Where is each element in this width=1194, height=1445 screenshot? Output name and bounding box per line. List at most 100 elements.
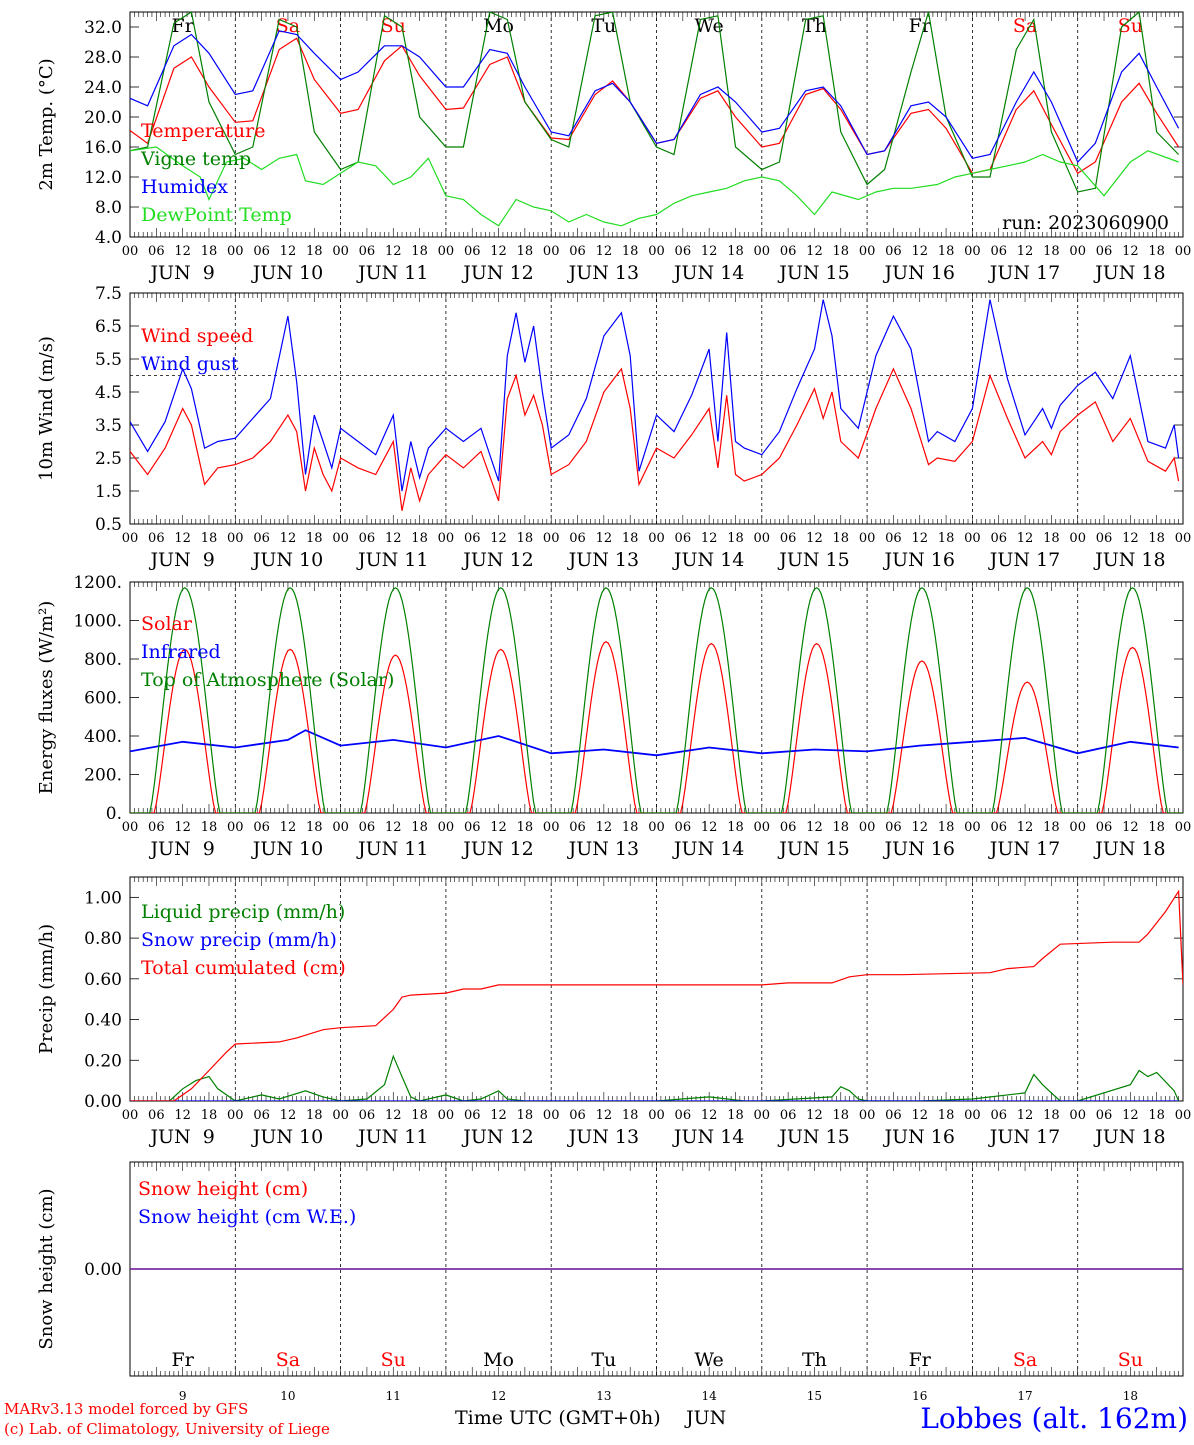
x-date-label: JUN 9: [148, 1126, 214, 1148]
x-hour-label: 06: [1096, 531, 1113, 546]
x-hour-label: 00: [543, 820, 560, 835]
x-hour-label: 00: [438, 244, 455, 259]
x-hour-label: 00: [122, 531, 139, 546]
x-hour-label: 12: [280, 1108, 297, 1123]
x-hour-label: 00: [1175, 820, 1192, 835]
x-hour-label: 12: [490, 820, 507, 835]
x-hour-label: 06: [569, 1108, 586, 1123]
x-date-label: JUN 14: [672, 1126, 744, 1148]
x-date-label: JUN 17: [988, 262, 1060, 284]
series-line-humidex: [130, 30, 1180, 164]
x-hour-label: 12: [806, 531, 823, 546]
x-hour-label: 18: [622, 244, 639, 259]
x-hour-label: 12: [1122, 820, 1139, 835]
y-tick-label: 1000.: [73, 612, 122, 632]
series-line-wind-speed: [130, 367, 1180, 511]
x-hour-label: 12: [806, 244, 823, 259]
weekday-label: Sa: [1013, 1349, 1037, 1371]
x-hour-label: 00: [122, 820, 139, 835]
legend-entry: Solar: [141, 613, 193, 635]
y-tick-label: 0.00: [84, 1260, 122, 1280]
x-hour-label: 06: [464, 820, 481, 835]
weekday-label: Su: [381, 1349, 406, 1371]
x-date-label: JUN 13: [567, 549, 639, 571]
x-hour-label: 00: [964, 531, 981, 546]
x-hour-label: 06: [1096, 1108, 1113, 1123]
x-hour-label: 12: [1122, 531, 1139, 546]
x-hour-label: 18: [517, 1108, 534, 1123]
x-hour-label: 18: [306, 1108, 323, 1123]
x-hour-label: 06: [990, 820, 1007, 835]
x-hour-label: 18: [306, 820, 323, 835]
y-tick-label: 4.5: [95, 383, 122, 403]
x-hour-label: 06: [569, 820, 586, 835]
x-hour-label: 00: [648, 244, 665, 259]
x-date-label: JUN 9: [148, 838, 214, 860]
series-line-infrared: [130, 729, 1179, 757]
x-hour-label: 12: [280, 244, 297, 259]
x-hour-label: 12: [174, 1108, 191, 1123]
x-hour-label: 06: [1096, 820, 1113, 835]
x-hour-label: 00: [648, 531, 665, 546]
x-hour-label: 18: [1148, 531, 1165, 546]
y-tick-label: 16.0: [84, 138, 122, 158]
weekday-label: Sa: [276, 15, 300, 37]
x-hour-label: 12: [1122, 1108, 1139, 1123]
y-tick-label: 0.5: [95, 515, 122, 535]
x-date-label: JUN 16: [883, 262, 955, 284]
y-tick-label: 5.5: [95, 350, 122, 370]
x-hour-label: 00: [122, 1108, 139, 1123]
x-hour-label: 06: [990, 531, 1007, 546]
x-hour-label: 18: [1043, 820, 1060, 835]
x-hour-label: 12: [490, 531, 507, 546]
x-hour-label: 18: [1043, 531, 1060, 546]
panel-2: 0.5 1.5 2.5 3.5 4.5 5.5 6.5 7.5 10m Wind (m/s) 00…: [36, 284, 1191, 571]
x-hour-label: 06: [464, 244, 481, 259]
time-axis-label: Time UTC (GMT+0h): [455, 1407, 661, 1429]
x-hour-label: 12: [1017, 1108, 1034, 1123]
x-hour-label: 18: [622, 1108, 639, 1123]
x-hour-label: 00: [859, 1108, 876, 1123]
x-date-label: JUN 11: [356, 262, 428, 284]
y-tick-label: 12.0: [84, 168, 122, 188]
x-hour-label: 18: [1043, 244, 1060, 259]
x-hour-label: 06: [464, 1108, 481, 1123]
x-hour-label: 00: [1069, 1108, 1086, 1123]
series-line-wind-gust: [130, 299, 1180, 492]
x-date-label: JUN 10: [251, 549, 323, 571]
x-hour-label: 00: [648, 820, 665, 835]
legend-entry: Liquid precip (mm/h): [141, 901, 345, 923]
x-hour-label: 18: [1148, 820, 1165, 835]
x-hour-label: 06: [990, 1108, 1007, 1123]
x-hour-label: 00: [1175, 244, 1192, 259]
x-hour-label: 00: [332, 244, 349, 259]
x-date-label: JUN 13: [567, 1126, 639, 1148]
weekday-label: Tu: [591, 1349, 616, 1371]
x-hour-label: 06: [780, 1108, 797, 1123]
series-line-top-of-atmosphere-solar-: [130, 587, 1183, 813]
y-tick-label: 0.00: [84, 1092, 122, 1112]
x-hour-label: 18: [517, 244, 534, 259]
x-hour-label: 18: [622, 531, 639, 546]
x-hour-label: 12: [1017, 244, 1034, 259]
weekday-label: We: [695, 15, 724, 37]
x-hour-label: 00: [438, 820, 455, 835]
legend-entry: Temperature: [141, 120, 265, 142]
x-hour-label: 18: [411, 531, 428, 546]
x-hour-label: 12: [596, 244, 613, 259]
x-hour-label: 00: [438, 1108, 455, 1123]
x-hour-label: 06: [1096, 244, 1113, 259]
x-hour-label: 18: [1148, 244, 1165, 259]
legend-entry: DewPoint Temp: [141, 204, 292, 226]
x-hour-label: 18: [517, 531, 534, 546]
x-day-number: 17: [1017, 1389, 1032, 1403]
y-tick-label: 32.0: [84, 18, 122, 38]
panels-layer: 4.0 8.0 12.0 16.0 20.0 24.0 28.0 32.0 2m Temp. (…: [36, 11, 1192, 1403]
legend-entry: Snow precip (mm/h): [141, 929, 337, 951]
x-hour-label: 06: [253, 244, 270, 259]
weekday-label: Sa: [1013, 15, 1037, 37]
x-hour-label: 06: [569, 244, 586, 259]
x-hour-label: 00: [227, 531, 244, 546]
weekday-label: Th: [802, 1349, 827, 1371]
x-hour-label: 18: [833, 820, 850, 835]
